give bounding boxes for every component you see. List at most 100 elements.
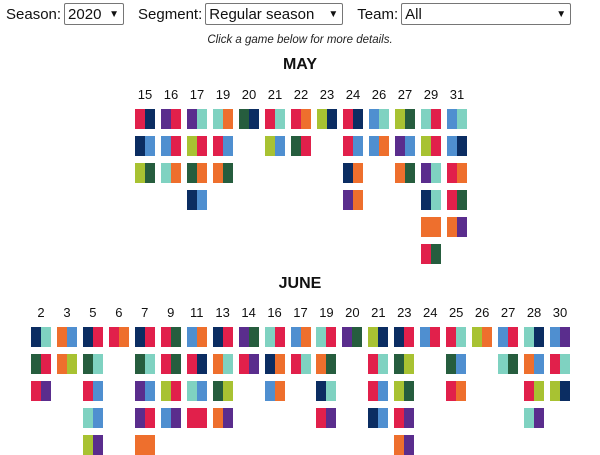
game-tile[interactable] (421, 163, 441, 183)
game-tile[interactable] (394, 327, 415, 347)
game-tile[interactable] (550, 381, 570, 401)
game-tile[interactable] (472, 327, 493, 347)
game-tile[interactable] (186, 381, 207, 401)
game-tile[interactable] (343, 163, 363, 183)
game-tile[interactable] (82, 435, 103, 455)
game-tile[interactable] (421, 244, 441, 264)
game-tile[interactable] (394, 435, 415, 455)
team-select[interactable]: All ▼ (401, 3, 572, 25)
game-tile[interactable] (238, 327, 259, 347)
game-tile[interactable] (186, 408, 207, 428)
game-tile[interactable] (395, 136, 415, 156)
game-tile[interactable] (187, 190, 207, 210)
game-tile[interactable] (187, 136, 207, 156)
season-select[interactable]: 2020 ▼ (64, 3, 125, 25)
game-tile[interactable] (212, 327, 233, 347)
game-tile[interactable] (134, 381, 155, 401)
game-tile[interactable] (421, 190, 441, 210)
game-tile[interactable] (264, 354, 285, 374)
game-tile[interactable] (238, 354, 259, 374)
game-tile[interactable] (316, 327, 337, 347)
game-tile[interactable] (56, 327, 77, 347)
game-tile[interactable] (160, 408, 181, 428)
game-tile[interactable] (316, 381, 337, 401)
game-tile[interactable] (187, 109, 207, 129)
game-tile[interactable] (264, 381, 285, 401)
game-tile[interactable] (550, 327, 570, 347)
game-tile[interactable] (31, 327, 51, 347)
game-tile[interactable] (524, 354, 545, 374)
game-tile[interactable] (291, 109, 311, 129)
game-tile[interactable] (134, 435, 155, 455)
game-tile[interactable] (343, 190, 363, 210)
game-tile[interactable] (186, 327, 207, 347)
game-tile[interactable] (316, 408, 337, 428)
game-tile[interactable] (420, 327, 441, 347)
game-tile[interactable] (343, 109, 363, 129)
game-tile[interactable] (368, 381, 389, 401)
game-tile[interactable] (265, 136, 285, 156)
game-tile[interactable] (394, 381, 415, 401)
game-tile[interactable] (213, 136, 233, 156)
game-tile[interactable] (31, 354, 51, 374)
game-tile[interactable] (56, 354, 77, 374)
game-tile[interactable] (394, 408, 415, 428)
game-tile[interactable] (446, 327, 467, 347)
game-tile[interactable] (265, 109, 285, 129)
game-tile[interactable] (498, 327, 519, 347)
game-tile[interactable] (108, 327, 129, 347)
game-tile[interactable] (134, 327, 155, 347)
game-tile[interactable] (394, 354, 415, 374)
game-tile[interactable] (368, 354, 389, 374)
game-tile[interactable] (446, 354, 467, 374)
game-tile[interactable] (82, 354, 103, 374)
game-tile[interactable] (290, 354, 311, 374)
game-tile[interactable] (213, 163, 233, 183)
game-tile[interactable] (264, 327, 285, 347)
game-tile[interactable] (212, 381, 233, 401)
game-tile[interactable] (447, 109, 467, 129)
game-tile[interactable] (161, 136, 181, 156)
game-tile[interactable] (82, 381, 103, 401)
game-tile[interactable] (447, 163, 467, 183)
game-tile[interactable] (186, 354, 207, 374)
game-tile[interactable] (342, 327, 363, 347)
game-tile[interactable] (395, 163, 415, 183)
game-tile[interactable] (134, 354, 155, 374)
game-tile[interactable] (160, 327, 181, 347)
game-tile[interactable] (135, 109, 155, 129)
game-tile[interactable] (135, 163, 155, 183)
game-tile[interactable] (524, 381, 545, 401)
game-tile[interactable] (239, 109, 259, 129)
game-tile[interactable] (290, 327, 311, 347)
game-tile[interactable] (160, 354, 181, 374)
game-tile[interactable] (368, 327, 389, 347)
game-tile[interactable] (212, 408, 233, 428)
game-tile[interactable] (31, 381, 51, 401)
game-tile[interactable] (316, 354, 337, 374)
game-tile[interactable] (395, 109, 415, 129)
game-tile[interactable] (447, 217, 467, 237)
game-tile[interactable] (82, 408, 103, 428)
game-tile[interactable] (524, 408, 545, 428)
game-tile[interactable] (447, 136, 467, 156)
game-tile[interactable] (421, 109, 441, 129)
game-tile[interactable] (291, 136, 311, 156)
game-tile[interactable] (524, 327, 545, 347)
game-tile[interactable] (161, 163, 181, 183)
game-tile[interactable] (213, 109, 233, 129)
game-tile[interactable] (82, 327, 103, 347)
game-tile[interactable] (369, 109, 389, 129)
game-tile[interactable] (135, 136, 155, 156)
game-tile[interactable] (369, 136, 389, 156)
game-tile[interactable] (447, 190, 467, 210)
game-tile[interactable] (343, 136, 363, 156)
game-tile[interactable] (317, 109, 337, 129)
game-tile[interactable] (421, 217, 441, 237)
game-tile[interactable] (160, 381, 181, 401)
game-tile[interactable] (446, 381, 467, 401)
game-tile[interactable] (421, 136, 441, 156)
game-tile[interactable] (187, 163, 207, 183)
game-tile[interactable] (161, 109, 181, 129)
game-tile[interactable] (212, 354, 233, 374)
